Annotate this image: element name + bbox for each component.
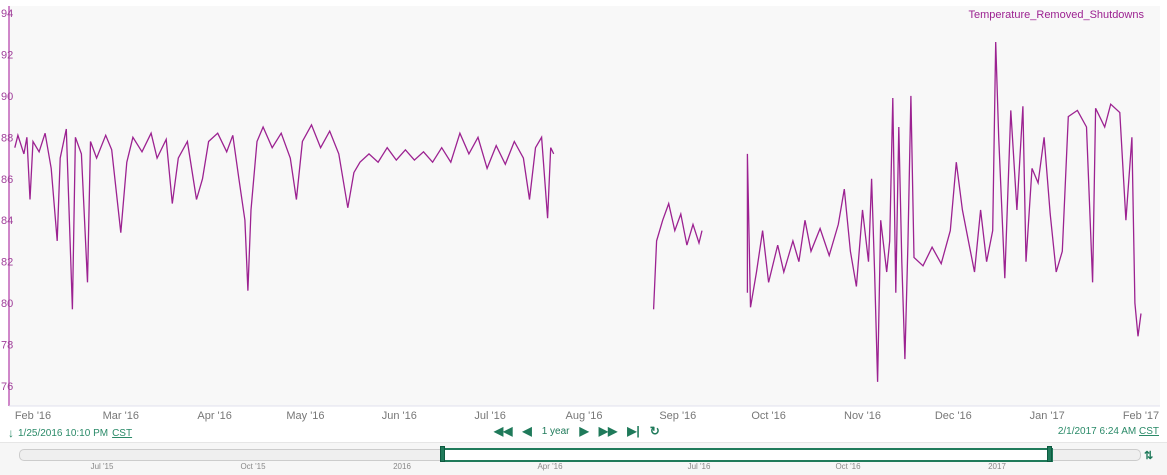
x-tick-label: Sep '16 bbox=[659, 410, 696, 422]
time-toolbar: ↓ 1/25/2016 10:10 PM CST ◀◀ ◀ 1 year ▶ ▶… bbox=[0, 422, 1167, 442]
step-forward-icon[interactable]: ▶ bbox=[579, 424, 589, 438]
y-tick-label: 94 bbox=[1, 8, 13, 20]
x-tick-label: Nov '16 bbox=[844, 410, 881, 422]
start-date-value[interactable]: 1/25/2016 10:10 PM bbox=[18, 427, 109, 439]
series-line-segment[interactable] bbox=[746, 41, 1142, 382]
timezone-link[interactable]: CST bbox=[112, 427, 133, 439]
x-tick-label: Mar '16 bbox=[103, 410, 139, 422]
navigator-right-handle[interactable] bbox=[1047, 446, 1052, 462]
x-tick-label: Jun '16 bbox=[382, 410, 417, 422]
skip-to-end-icon[interactable]: ▶| bbox=[627, 424, 640, 438]
navigator-label: Jul '16 bbox=[687, 462, 711, 471]
series-line-segment[interactable] bbox=[652, 201, 703, 310]
refresh-icon[interactable]: ↻ bbox=[649, 424, 660, 438]
navigator-label: Apr '16 bbox=[537, 462, 563, 471]
trend-chart: 76 78 80 82 84 86 88 90 92 94 Feb '16 Mar '16 Apr '… bbox=[1, 6, 1160, 422]
y-tick-label: 80 bbox=[1, 298, 13, 310]
end-date[interactable]: 2/1/2017 6:24 AM CST bbox=[1058, 426, 1159, 437]
timezone-link[interactable]: CST bbox=[1139, 426, 1159, 437]
x-tick-label: Aug '16 bbox=[565, 410, 602, 422]
y-tick-label: 90 bbox=[1, 91, 13, 103]
y-tick-label: 86 bbox=[1, 174, 13, 186]
navigator-label: Oct '15 bbox=[240, 462, 266, 471]
x-tick-label: Jul '16 bbox=[474, 410, 505, 422]
plot-area bbox=[9, 6, 1160, 406]
navigator-label: Jul '15 bbox=[90, 462, 114, 471]
y-tick-label: 78 bbox=[1, 340, 13, 352]
x-tick-label: Feb '17 bbox=[1123, 410, 1159, 422]
x-tick-label: Apr '16 bbox=[197, 410, 232, 422]
x-tick-label: Jan '17 bbox=[1030, 410, 1065, 422]
navigator-label: 2016 bbox=[393, 462, 411, 471]
series-line-segment[interactable] bbox=[14, 123, 555, 310]
expand-icon[interactable]: ⇅ bbox=[1144, 450, 1154, 462]
range-duration[interactable]: 1 year bbox=[541, 425, 570, 437]
x-tick-label: Dec '16 bbox=[935, 410, 972, 422]
y-tick-label: 92 bbox=[1, 49, 13, 61]
x-tick-label: Feb '16 bbox=[15, 410, 51, 422]
range-navigator[interactable]: Jul '15 Oct '15 2016 Apr '16 Jul '16 Oct… bbox=[0, 442, 1167, 475]
y-tick-label: 84 bbox=[1, 215, 13, 227]
step-back-icon[interactable]: ◀ bbox=[522, 424, 532, 438]
x-tick-label: May '16 bbox=[286, 410, 324, 422]
start-date[interactable]: ↓ 1/25/2016 10:10 PM CST bbox=[8, 426, 132, 440]
step-back-large-icon[interactable]: ◀◀ bbox=[494, 424, 513, 438]
step-forward-large-icon[interactable]: ▶▶ bbox=[598, 424, 618, 438]
navigator-label: Oct '16 bbox=[835, 462, 861, 471]
y-tick-label: 76 bbox=[1, 381, 13, 393]
x-tick-label: Oct '16 bbox=[751, 410, 786, 422]
end-date-value[interactable]: 2/1/2017 6:24 AM bbox=[1057, 426, 1137, 437]
navigator-selection[interactable] bbox=[441, 448, 1053, 462]
navigator-left-handle[interactable] bbox=[440, 446, 445, 462]
y-tick-label: 88 bbox=[1, 132, 13, 144]
arrow-down-icon[interactable]: ↓ bbox=[8, 426, 14, 440]
y-tick-label: 82 bbox=[1, 257, 13, 269]
navigator-label: 2017 bbox=[988, 462, 1006, 471]
time-controls: ◀◀ ◀ 1 year ▶ ▶▶ ▶| ↻ bbox=[494, 424, 660, 438]
legend-series-label[interactable]: Temperature_Removed_Shutdowns bbox=[969, 9, 1145, 21]
